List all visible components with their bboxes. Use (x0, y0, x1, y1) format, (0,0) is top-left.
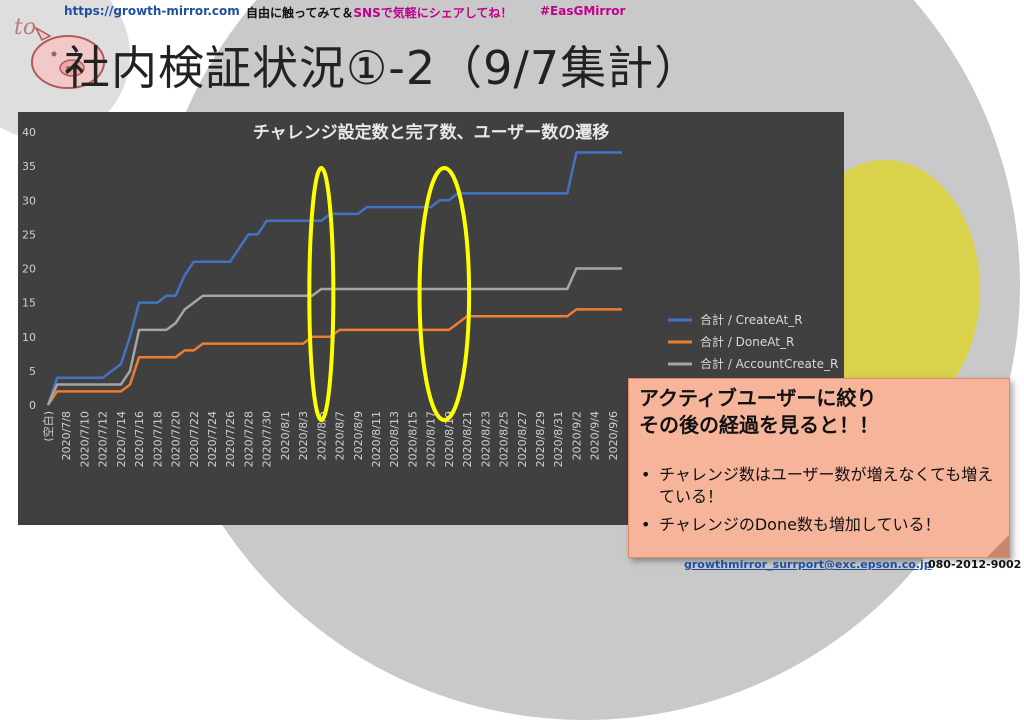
x-tick-label: 2020/7/28 (242, 411, 255, 467)
x-tick-label: 2020/7/14 (115, 411, 128, 467)
x-tick-label: 2020/8/13 (388, 411, 401, 467)
x-tick-label: 2020/7/10 (78, 411, 91, 467)
callout-bullets: チャレンジ数はユーザー数が増えなくても増えている！ チャレンジのDone数も増加… (639, 464, 999, 542)
line-chart: チャレンジ設定数と完了数、ユーザー数の遷移 0 5 10 15 20 25 30 35 40 (空白… (22, 122, 838, 467)
y-tick-label: 20 (22, 263, 36, 276)
x-tick-label: 2020/8/21 (461, 411, 474, 467)
x-tick-label: 2020/7/30 (261, 411, 274, 467)
series-line-1 (46, 151, 622, 406)
x-tick-label: 2020/7/12 (97, 411, 110, 467)
pig-logo-icon: to (14, 15, 105, 89)
x-tick-label: 2020/8/25 (498, 411, 511, 467)
x-tick-label: 2020/8/17 (425, 411, 438, 467)
chart-title: チャレンジ設定数と完了数、ユーザー数の遷移 (253, 122, 610, 143)
x-tick-label: 2020/9/4 (589, 411, 602, 460)
x-tick-label: 2020/7/8 (60, 411, 73, 460)
x-tick-label: 2020/8/23 (479, 411, 492, 467)
x-tick-label: 2020/8/19 (443, 411, 456, 467)
callout-heading: アクティブユーザーに絞り その後の経過を見ると！！ (639, 385, 879, 439)
svg-text:to: to (14, 15, 36, 40)
x-tick-label: 2020/7/22 (188, 411, 201, 467)
contact-phone: 080-2012-9002 (928, 558, 1022, 571)
x-tick-label: 2020/8/29 (534, 411, 547, 467)
page-title: 社内検証状況①-2（9/7集計） (64, 41, 702, 95)
callout-heading-line2: その後の経過を見ると！！ (639, 413, 879, 437)
header-message-highlight: SNSで気軽にシェアしてね！ (353, 6, 513, 20)
legend-label: 合計 / AccountCreate_R (700, 356, 838, 371)
callout-box: アクティブユーザーに絞り その後の経過を見ると！！ チャレンジ数はユーザー数が増… (628, 378, 1010, 558)
site-url-link[interactable]: https://growth-mirror.com (64, 4, 240, 18)
series-line-2 (46, 308, 622, 406)
y-tick-label: 35 (22, 160, 36, 173)
x-tick-label: 2020/7/20 (170, 411, 183, 467)
x-tick-label: 2020/7/18 (151, 411, 164, 467)
x-tick-label: 2020/8/7 (334, 411, 347, 460)
y-tick-label: 0 (29, 399, 36, 412)
callout-bullet: チャレンジのDone数も増加している！ (639, 514, 999, 536)
highlight-ellipse-2 (417, 166, 472, 422)
y-tick-label: 40 (22, 126, 36, 139)
y-tick-label: 30 (22, 194, 36, 207)
x-tick-label: 2020/9/2 (570, 411, 583, 460)
y-tick-label: 10 (22, 331, 36, 344)
x-tick-label: 2020/8/31 (552, 411, 565, 467)
highlight-ellipse-1 (307, 166, 336, 422)
x-tick-label: 2020/8/9 (352, 411, 365, 460)
x-tick-label: 2020/8/15 (406, 411, 419, 467)
x-tick-label: 2020/8/1 (279, 411, 292, 460)
x-tick-label: 2020/8/11 (370, 411, 383, 467)
x-tick-label: 2020/7/16 (133, 411, 146, 467)
legend-label: 合計 / DoneAt_R (700, 334, 794, 349)
y-tick-label: 15 (22, 297, 36, 310)
x-tick-label: 2020/7/24 (206, 411, 219, 467)
y-tick-label: 5 (29, 365, 36, 378)
x-tick-label: 2020/8/27 (516, 411, 529, 467)
x-tick-label: 2020/9/6 (607, 411, 620, 460)
x-tick-label: (空白) (41, 411, 55, 442)
hashtag: #EasGMirror (540, 4, 626, 18)
header-message-pre: 自由に触ってみて＆ (246, 6, 354, 20)
callout-heading-line1: アクティブユーザーに絞り (639, 386, 877, 410)
x-tick-label: 2020/7/26 (224, 411, 237, 467)
contact-email-link[interactable]: growthmirror_surrport@exc.epson.co.jp (684, 558, 932, 571)
x-tick-label: 2020/8/5 (315, 411, 328, 460)
callout-bullet: チャレンジ数はユーザー数が増えなくても増えている！ (639, 464, 999, 508)
legend-label: 合計 / CreateAt_R (700, 312, 803, 327)
y-tick-label: 25 (22, 228, 36, 241)
x-tick-label: 2020/8/3 (297, 411, 310, 460)
callout-fold (987, 535, 1009, 557)
header-message: 自由に触ってみて＆SNSで気軽にシェアしてね！ (246, 4, 512, 21)
